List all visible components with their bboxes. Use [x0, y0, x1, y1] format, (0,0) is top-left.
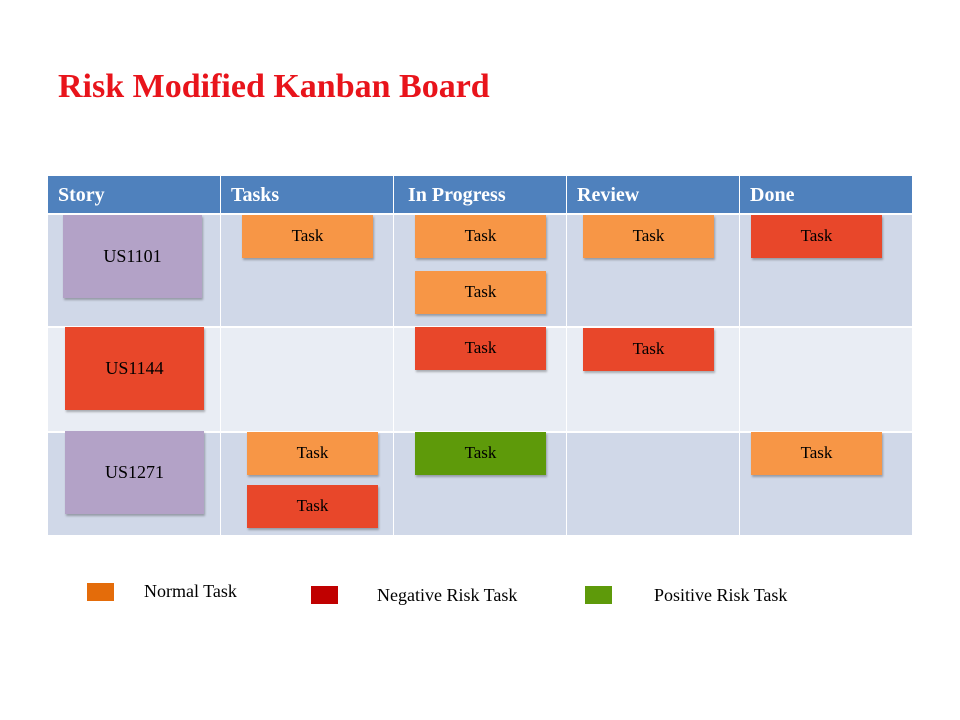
row-divider	[48, 213, 912, 215]
page-title: Risk Modified Kanban Board	[58, 68, 490, 105]
column-header-done: Done	[750, 184, 795, 206]
column-header-story: Story	[58, 184, 105, 206]
story-card-us1144[interactable]: US1144	[65, 327, 204, 410]
column-header-in-progress: In Progress	[408, 184, 506, 206]
task-card-normal[interactable]: Task	[247, 432, 378, 475]
column-divider	[393, 176, 394, 535]
task-card-normal[interactable]: Task	[751, 432, 882, 475]
legend-swatch-normal-task	[87, 583, 114, 601]
column-header-tasks: Tasks	[231, 184, 280, 206]
task-card-normal[interactable]: Task	[415, 271, 546, 314]
task-card-normal[interactable]: Task	[415, 215, 546, 258]
legend-swatch-positive-risk-task	[585, 586, 612, 604]
legend-swatch-negative-risk-task	[311, 586, 338, 604]
column-divider	[566, 176, 567, 535]
task-card-negative[interactable]: Task	[247, 485, 378, 528]
task-card-negative[interactable]: Task	[415, 327, 546, 370]
board-header: Story Tasks In Progress Review Done	[48, 176, 912, 213]
task-card-negative[interactable]: Task	[751, 215, 882, 258]
legend-label-negative-risk-task: Negative Risk Task	[377, 585, 518, 605]
column-header-review: Review	[577, 184, 640, 206]
column-divider	[739, 176, 740, 535]
story-card-us1271[interactable]: US1271	[65, 431, 204, 514]
kanban-board: Story Tasks In Progress Review Done US11…	[48, 176, 912, 535]
task-card-positive[interactable]: Task	[415, 432, 546, 475]
column-divider	[220, 176, 221, 535]
task-card-normal[interactable]: Task	[583, 215, 714, 258]
legend-label-positive-risk-task: Positive Risk Task	[654, 585, 788, 605]
legend-label-normal-task: Normal Task	[144, 581, 237, 601]
story-card-us1101[interactable]: US1101	[63, 215, 202, 298]
task-card-normal[interactable]: Task	[242, 215, 373, 258]
task-card-negative[interactable]: Task	[583, 328, 714, 371]
